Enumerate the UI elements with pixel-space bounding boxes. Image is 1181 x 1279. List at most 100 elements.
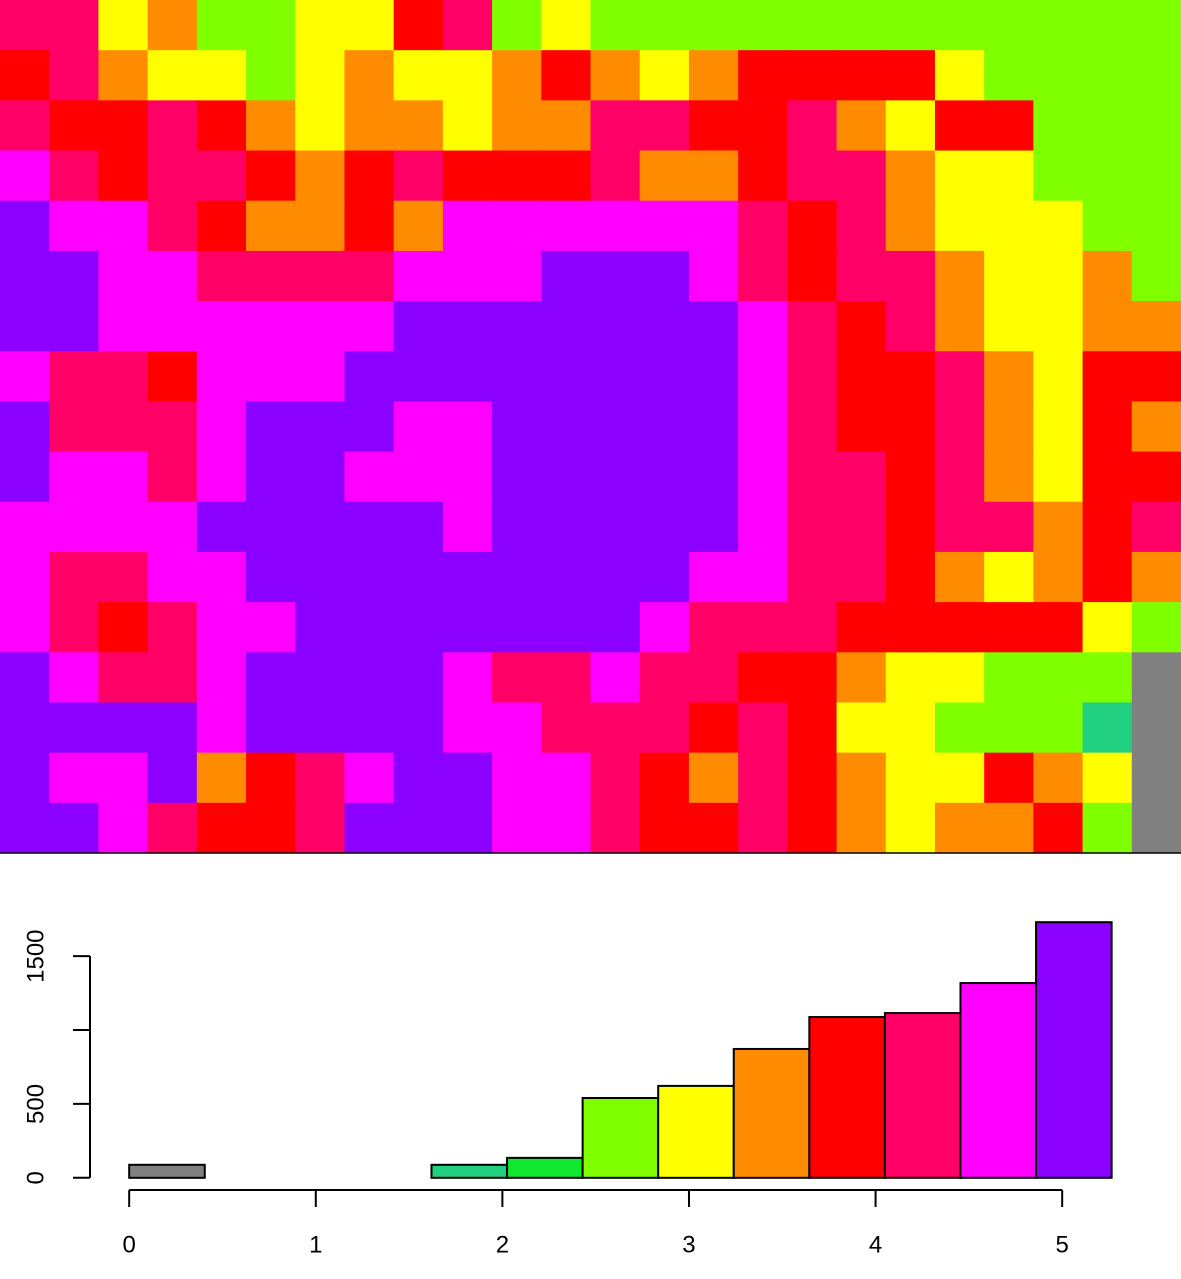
raster-cell xyxy=(492,0,542,51)
raster-cell xyxy=(344,802,395,854)
raster-cell xyxy=(442,200,493,252)
raster-cell xyxy=(688,0,739,51)
raster-cell xyxy=(1082,551,1133,603)
raster-cell xyxy=(295,652,345,703)
raster-cell xyxy=(98,0,149,51)
raster-cell xyxy=(246,602,296,653)
raster-cell xyxy=(196,501,247,553)
raster-cell xyxy=(0,652,50,703)
raster-cell xyxy=(246,50,296,101)
raster-cell xyxy=(984,250,1034,302)
raster-cell xyxy=(492,652,542,703)
raster-cell xyxy=(442,100,493,152)
raster-cell xyxy=(1033,200,1084,252)
raster-cell xyxy=(787,551,838,603)
raster-cell xyxy=(246,250,296,302)
raster-cell xyxy=(688,401,739,453)
raster-cell xyxy=(836,451,887,503)
raster-cell xyxy=(885,301,936,352)
raster-cell xyxy=(295,150,345,202)
raster-cell xyxy=(541,301,591,352)
raster-cell xyxy=(688,652,739,703)
raster-cell xyxy=(246,301,296,352)
raster-cell xyxy=(541,501,591,553)
raster-cell xyxy=(787,702,838,754)
raster-cell xyxy=(0,351,50,402)
raster-cell xyxy=(590,0,641,51)
raster-cell xyxy=(541,652,591,703)
raster-cell xyxy=(934,551,985,603)
raster-cell xyxy=(98,351,149,402)
raster-cell xyxy=(836,401,887,453)
raster-cell xyxy=(787,652,838,703)
bar xyxy=(1035,921,1113,1179)
raster-cell xyxy=(885,652,936,703)
raster-cell xyxy=(295,802,345,854)
raster-cell xyxy=(787,501,838,553)
raster-cell xyxy=(49,602,99,653)
raster-cell xyxy=(639,301,690,352)
raster-cell xyxy=(1131,551,1181,603)
raster-cell xyxy=(492,351,542,402)
raster-cell xyxy=(393,150,444,202)
raster-cell xyxy=(295,200,345,252)
raster-cell xyxy=(147,652,198,703)
raster-cell xyxy=(934,652,985,703)
raster-cell xyxy=(344,150,395,202)
raster-cell xyxy=(639,602,690,653)
raster-cell xyxy=(49,401,99,453)
raster-cell xyxy=(541,150,591,202)
raster-cell xyxy=(688,150,739,202)
raster-cell xyxy=(0,602,50,653)
raster-cell xyxy=(836,0,887,51)
raster-cell xyxy=(393,401,444,453)
raster-cell xyxy=(738,401,788,453)
raster-cell xyxy=(196,100,247,152)
raster-cell xyxy=(49,150,99,202)
raster-cell xyxy=(984,301,1034,352)
raster-cell xyxy=(1082,702,1133,754)
bar xyxy=(732,1047,811,1179)
x-tick-label: 5 xyxy=(1055,1231,1068,1258)
raster-cell xyxy=(836,752,887,804)
raster-cell xyxy=(1082,351,1133,402)
raster-cell xyxy=(344,702,395,754)
raster-cell xyxy=(98,652,149,703)
raster-cell xyxy=(639,551,690,603)
raster-cell xyxy=(590,250,641,302)
raster-cell xyxy=(1082,200,1133,252)
raster-cell xyxy=(787,602,838,653)
raster-cell xyxy=(885,551,936,603)
raster-cell xyxy=(688,100,739,152)
raster-cell xyxy=(590,451,641,503)
raster-cell xyxy=(98,301,149,352)
raster-cell xyxy=(98,401,149,453)
raster-cell xyxy=(147,351,198,402)
raster-cell xyxy=(196,301,247,352)
raster-cell xyxy=(639,0,690,51)
raster-cell xyxy=(984,50,1034,101)
bar xyxy=(506,1156,584,1179)
raster-cell xyxy=(885,401,936,453)
raster-cell xyxy=(246,351,296,402)
raster-cell xyxy=(0,301,50,352)
raster-cell xyxy=(393,200,444,252)
raster-cell xyxy=(344,200,395,252)
raster-cell xyxy=(1131,150,1181,202)
raster-cell xyxy=(147,200,198,252)
raster-cell xyxy=(344,551,395,603)
raster-cell xyxy=(147,602,198,653)
raster-cell xyxy=(393,802,444,854)
raster-cell xyxy=(246,0,296,51)
raster-cell xyxy=(295,501,345,553)
raster-cell xyxy=(1082,250,1133,302)
raster-cell xyxy=(246,451,296,503)
x-tick-label: 4 xyxy=(869,1231,882,1258)
raster-cell xyxy=(984,551,1034,603)
raster-cell xyxy=(688,451,739,503)
raster-cell xyxy=(393,301,444,352)
raster-cell xyxy=(196,802,247,854)
raster-cell xyxy=(246,702,296,754)
raster-cell xyxy=(98,150,149,202)
raster-cell xyxy=(246,150,296,202)
